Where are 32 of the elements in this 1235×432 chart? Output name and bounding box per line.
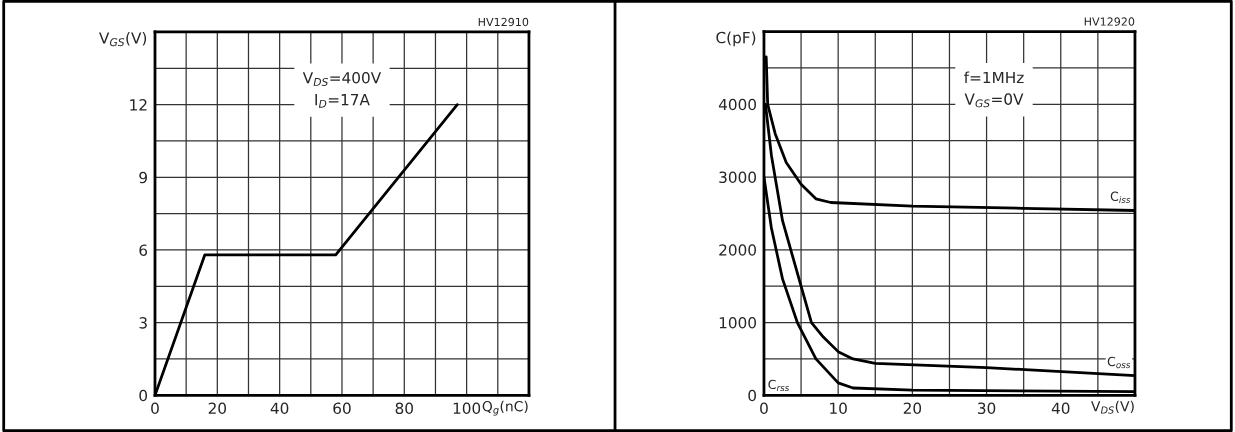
y-tick-label: 0 [748, 389, 757, 402]
x-tick-label: 100 [453, 402, 481, 415]
y-axis-title: C(pF) [716, 31, 756, 47]
annotation: C$_{rss}$ [768, 379, 790, 392]
x-tick-label: 60 [333, 402, 351, 415]
y-tick-label: 2000 [719, 244, 757, 256]
x-tick-label: 20 [208, 402, 227, 415]
y-tick-label: 9 [139, 171, 147, 184]
x-tick-label: 0 [151, 402, 159, 415]
y-tick-label: 0 [139, 389, 148, 402]
y-tick-label: 6 [139, 244, 148, 256]
x-tick-label: 40 [1051, 402, 1070, 415]
x-axis-title: V$_{DS}$(V) [1091, 400, 1134, 414]
y-tick-label: 12 [130, 99, 147, 111]
x-axis-title: Q$_{g}$(nC) [482, 400, 528, 416]
x-tick-label: 20 [903, 402, 922, 415]
y-tick-label: 3 [139, 317, 147, 329]
x-tick-label: 30 [978, 402, 996, 415]
y-axis-title: V$_{GS}$(V) [99, 31, 147, 47]
x-tick-label: 0 [760, 402, 768, 415]
text: HV12920 [1084, 17, 1135, 26]
y-tick-label: 4000 [718, 98, 757, 111]
x-tick-label: 80 [395, 402, 413, 415]
text: HV12910 [478, 17, 529, 27]
x-tick-label: 40 [270, 402, 289, 415]
annotation: f=1MHz V$_{GS}$=0V [964, 71, 1024, 108]
y-tick-label: 3000 [719, 171, 757, 184]
annotation: V$_{DS}$=400V I$_{D}$=17A [302, 71, 382, 108]
y-tick-label: 1000 [719, 317, 757, 329]
series-label: C$_{oss}$ [1107, 356, 1131, 369]
series-label: C$_{iss}$ [1110, 191, 1131, 204]
x-tick-label: 10 [830, 402, 847, 415]
